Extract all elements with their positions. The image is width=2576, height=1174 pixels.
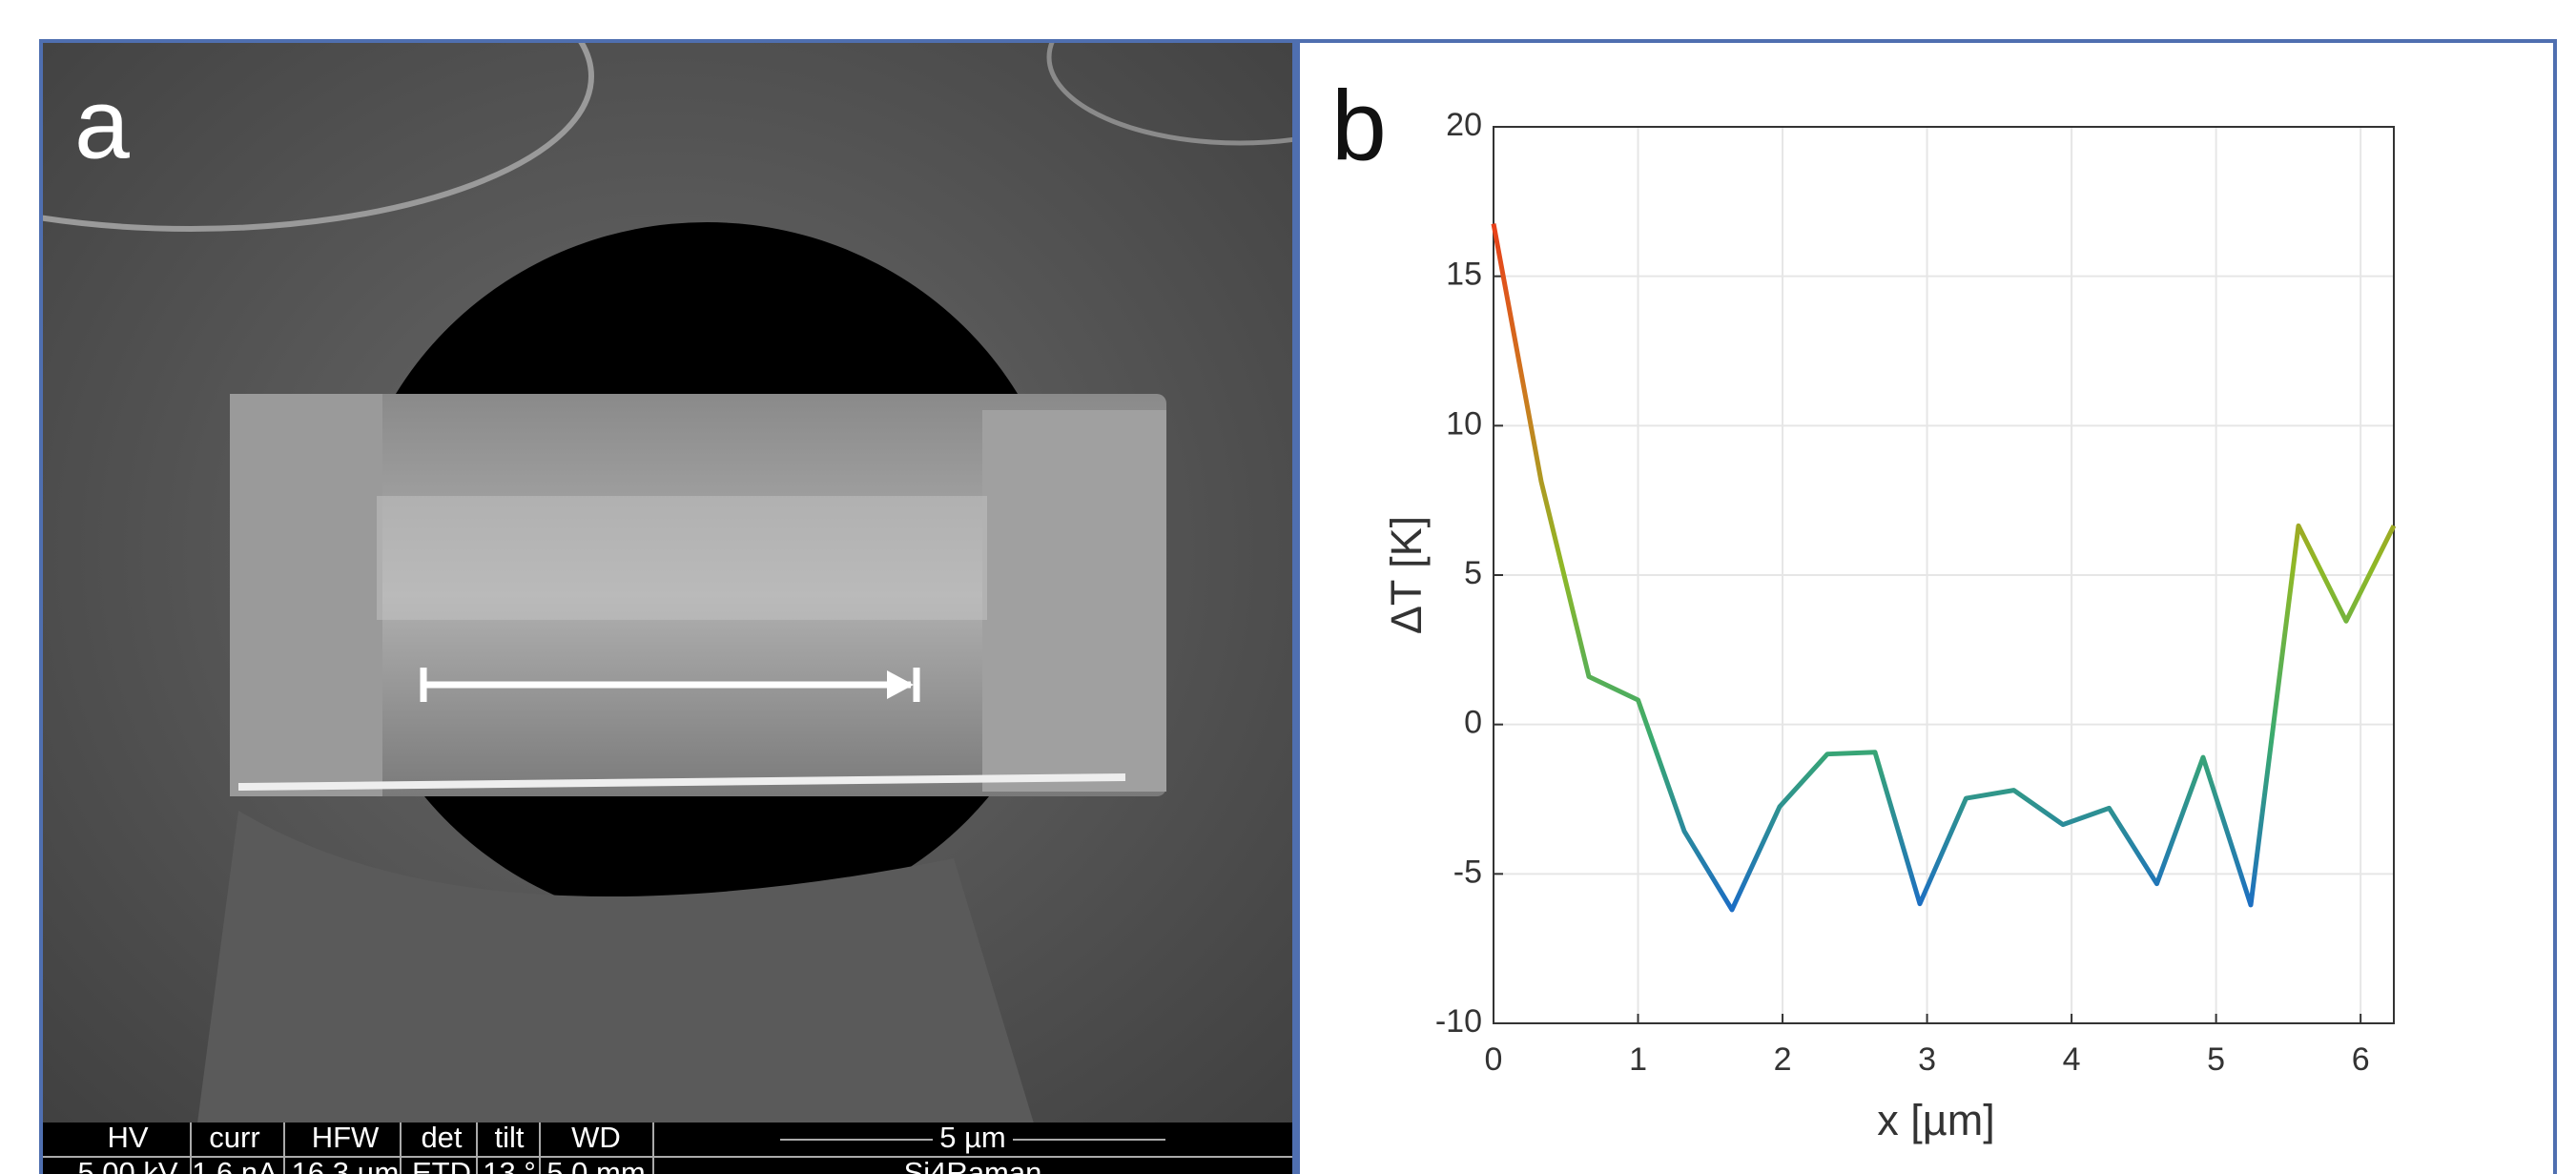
info-value: 1.6 nA [192,1156,278,1174]
panel-border [1296,39,2557,1174]
x-tick-label: 0 [1485,1041,1503,1078]
x-tick-label: 4 [2063,1041,2081,1078]
y-tick-label: -10 [1435,1003,1482,1040]
info-header: tilt [495,1121,525,1154]
info-value: ETD [412,1156,471,1174]
info-header: WD [571,1121,621,1154]
info-value: 5.00 kV [77,1156,177,1174]
y-tick-label: 20 [1446,107,1482,143]
x-tick-label: 5 [2207,1041,2225,1078]
y-tick-label: -5 [1453,854,1482,890]
axes-box [1493,126,2395,1024]
data-line [1491,223,2397,913]
info-value: 16.3 µm [292,1156,400,1174]
panel-label: b [1331,71,1387,181]
info-header: HFW [312,1121,380,1154]
y-tick-label: 15 [1446,257,1482,293]
x-axis-label: x [µm] [1877,1096,1994,1144]
sem-image [41,41,1294,1174]
panel-border [39,39,1296,1174]
info-value: 5.0 mm [546,1156,645,1174]
panel-label: a [74,69,130,179]
info-header: HV [107,1121,148,1154]
info-header: det [421,1121,462,1154]
y-tick-label: 10 [1446,405,1482,442]
y-tick-label: 5 [1464,555,1482,591]
y-tick-label: 0 [1464,705,1482,741]
info-header: curr [209,1121,259,1154]
y-axis-label: ΔT [K] [1382,516,1431,634]
x-tick-label: 1 [1629,1041,1647,1078]
x-tick-label: 6 [2352,1041,2370,1078]
x-tick-label: 2 [1774,1041,1792,1078]
x-tick-label: 3 [1918,1041,1936,1078]
sample-name: Si4Raman [904,1156,1042,1174]
info-value: 13 ° [483,1156,536,1174]
scale-bar-label: 5 µm [939,1121,1006,1154]
